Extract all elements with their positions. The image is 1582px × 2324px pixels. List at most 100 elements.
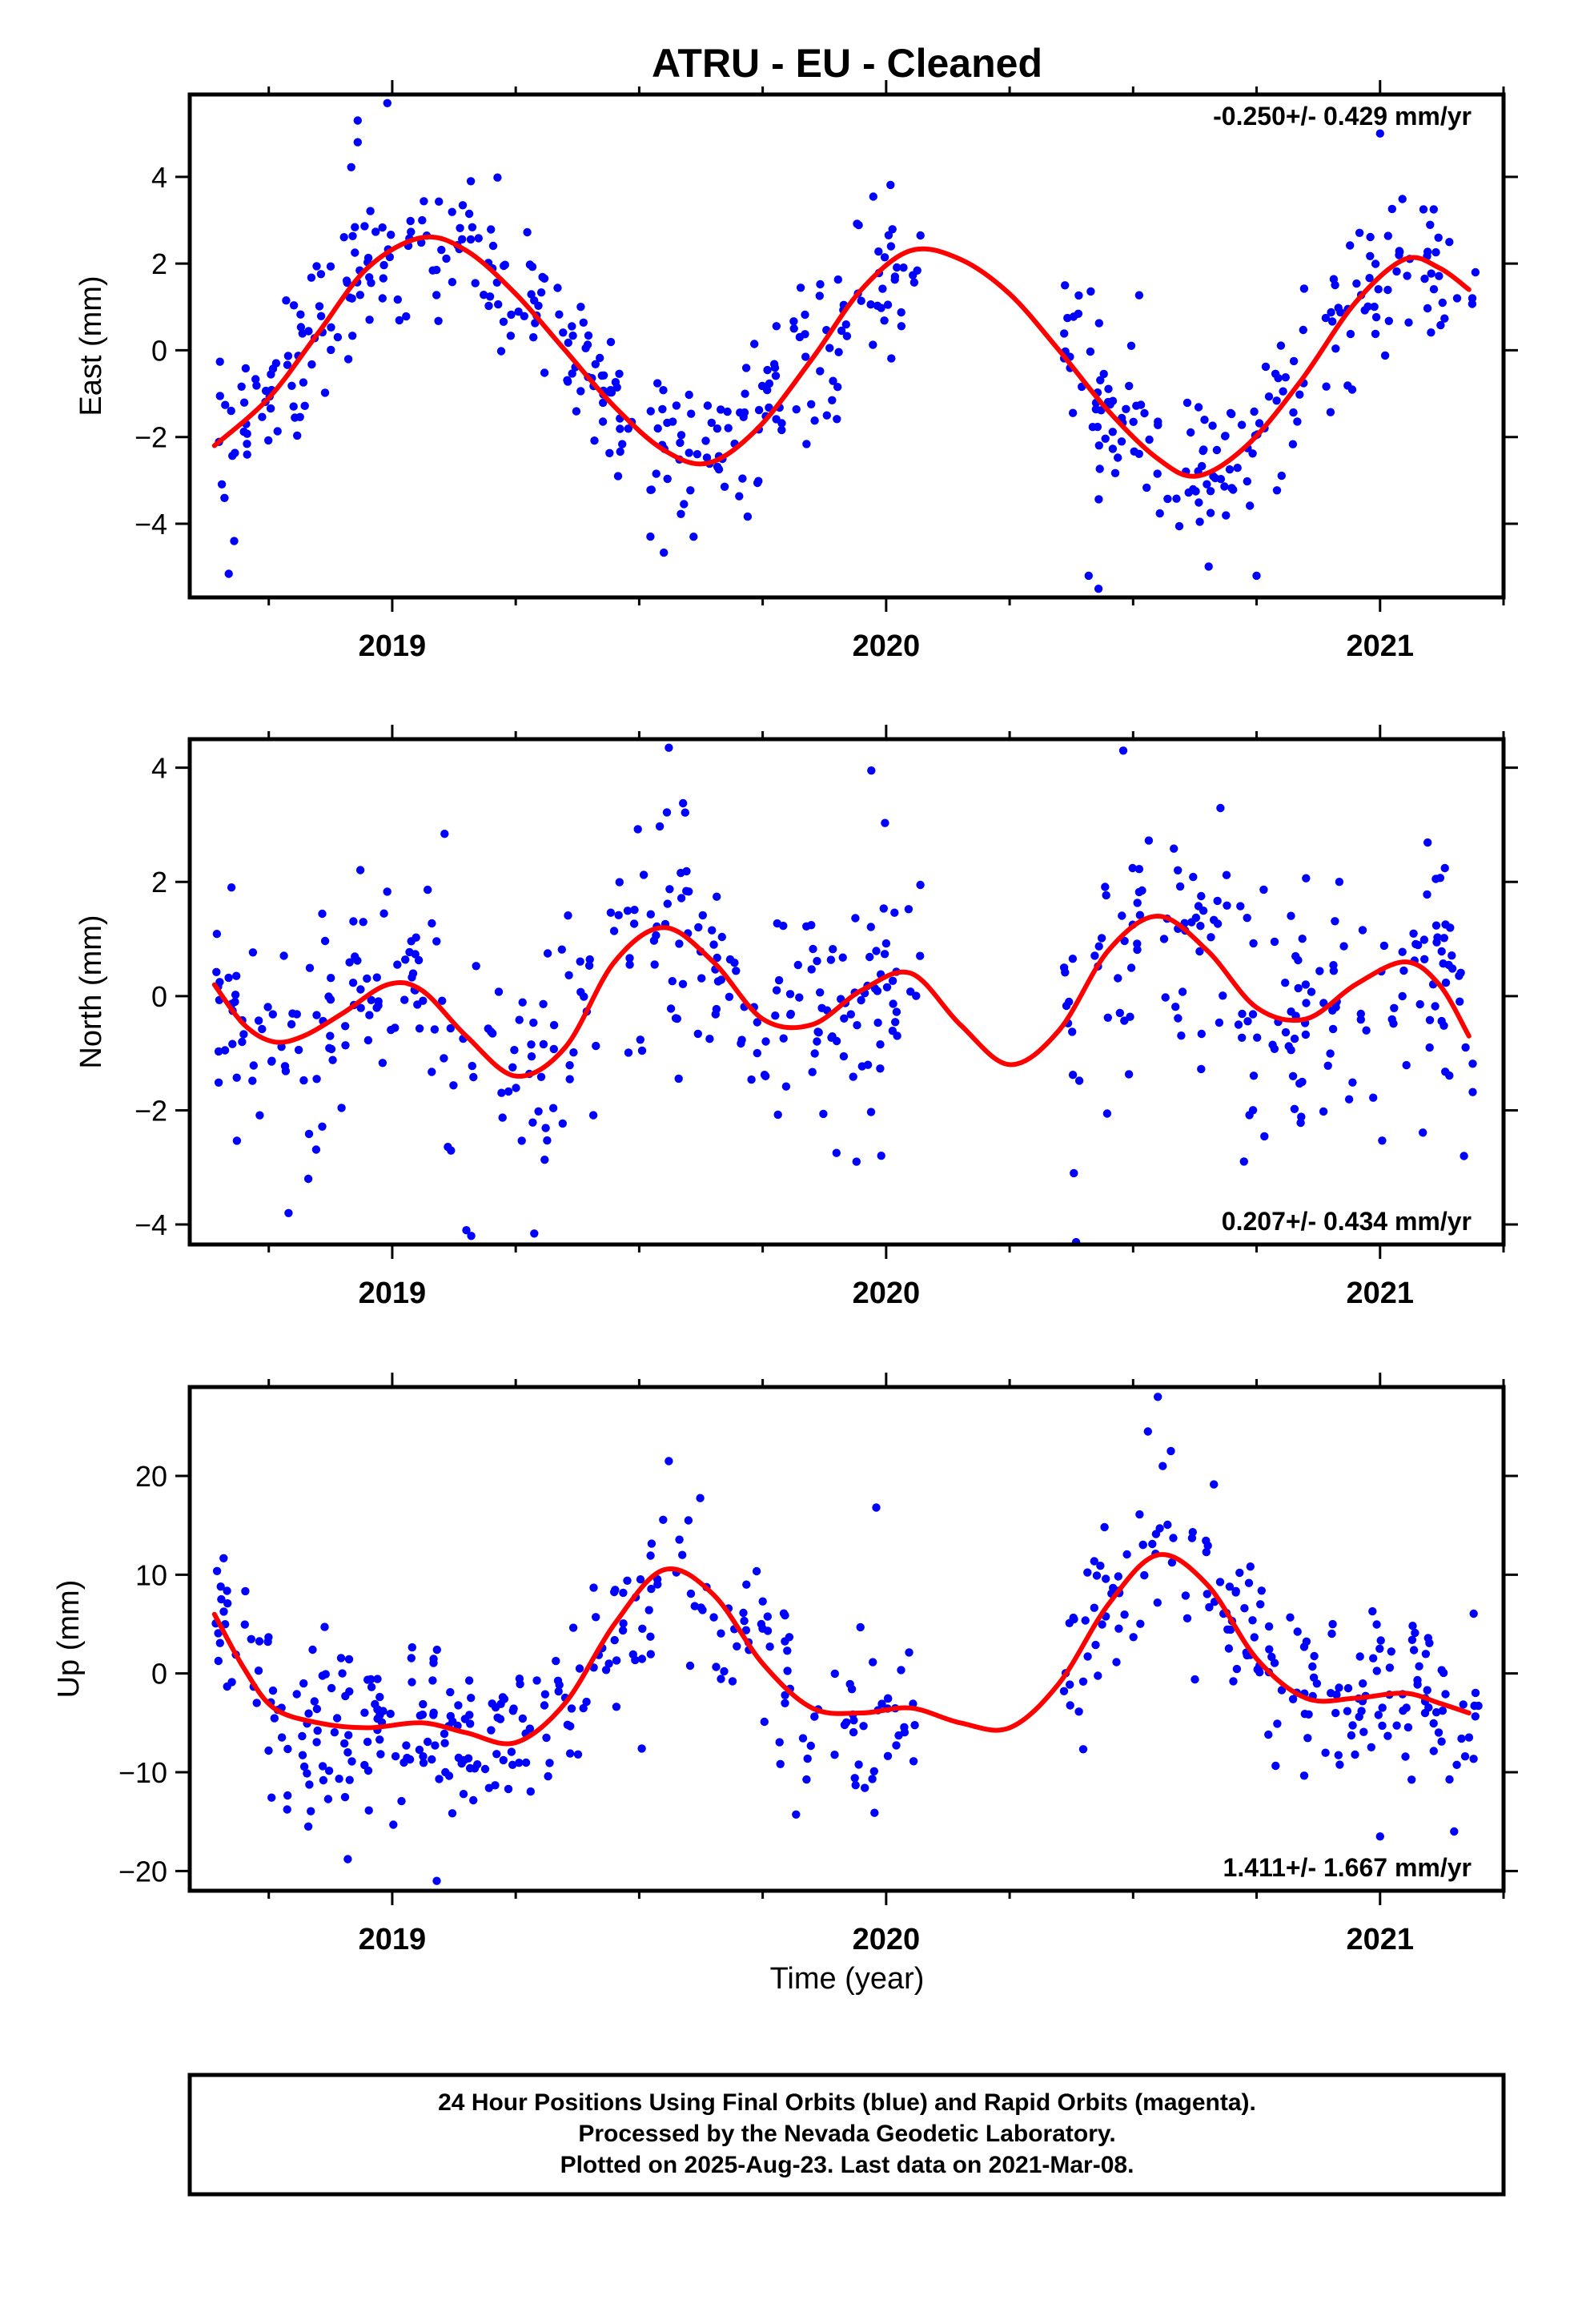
data-point xyxy=(534,1107,543,1116)
data-point xyxy=(536,1072,546,1082)
data-point xyxy=(703,401,713,410)
data-point xyxy=(367,995,375,1005)
data-point xyxy=(1074,1076,1084,1085)
data-point xyxy=(232,971,241,980)
data-point xyxy=(1343,1707,1352,1715)
data-point xyxy=(1074,1707,1083,1716)
chart-title: ATRU - EU - Cleaned xyxy=(652,41,1042,86)
data-point xyxy=(771,372,781,380)
data-point xyxy=(1195,498,1203,507)
data-point xyxy=(1094,942,1103,951)
data-point xyxy=(868,1775,877,1783)
data-point xyxy=(849,1727,858,1737)
data-point xyxy=(765,1642,774,1651)
data-point xyxy=(840,1720,849,1730)
data-point xyxy=(491,1781,500,1790)
data-point xyxy=(646,532,655,541)
data-point xyxy=(886,180,895,190)
data-point xyxy=(1135,1510,1144,1519)
data-point xyxy=(1100,1522,1109,1532)
data-point xyxy=(328,1055,337,1064)
data-point xyxy=(1423,1686,1431,1695)
data-point xyxy=(515,1015,524,1024)
data-point xyxy=(1215,1578,1225,1586)
data-point xyxy=(480,291,488,300)
data-point xyxy=(857,995,865,1005)
data-point xyxy=(1375,129,1385,138)
data-point xyxy=(347,1757,356,1766)
data-point xyxy=(1471,267,1480,277)
data-point xyxy=(1206,487,1215,496)
data-point xyxy=(1204,562,1213,571)
data-point xyxy=(1331,917,1339,926)
data-point xyxy=(1272,396,1281,405)
data-point xyxy=(866,300,875,309)
data-point xyxy=(1129,1633,1138,1642)
data-point xyxy=(1290,1034,1299,1043)
data-point xyxy=(440,1054,448,1063)
data-point xyxy=(444,1143,452,1152)
data-point xyxy=(741,1626,751,1634)
data-point xyxy=(743,512,753,521)
data-point xyxy=(807,400,816,408)
data-point xyxy=(881,818,889,827)
data-point xyxy=(754,405,764,415)
data-point xyxy=(1095,464,1104,473)
data-point xyxy=(1327,308,1335,317)
data-point xyxy=(448,278,457,287)
data-point xyxy=(1133,939,1142,948)
data-point xyxy=(1321,313,1331,323)
data-point xyxy=(1298,1077,1307,1087)
data-point xyxy=(685,448,693,457)
data-point xyxy=(724,424,733,432)
data-point xyxy=(1431,1708,1441,1717)
data-point xyxy=(514,308,523,316)
data-point xyxy=(867,766,876,775)
footer-frame xyxy=(187,2073,1506,2197)
data-point xyxy=(347,163,355,171)
data-point xyxy=(263,1003,272,1011)
data-point xyxy=(776,1759,785,1768)
data-point xyxy=(1411,1628,1419,1638)
data-point xyxy=(504,1087,513,1096)
data-point xyxy=(1374,285,1383,294)
data-point xyxy=(702,453,712,462)
data-point xyxy=(371,1699,379,1709)
data-point xyxy=(493,1713,502,1722)
data-point xyxy=(833,415,841,424)
data-point xyxy=(1437,947,1446,956)
data-point xyxy=(303,1174,313,1184)
data-point xyxy=(1101,883,1110,891)
data-point xyxy=(697,974,706,983)
data-point xyxy=(795,332,805,342)
data-point xyxy=(1399,966,1408,975)
data-point xyxy=(615,369,624,378)
data-point xyxy=(1469,1609,1478,1618)
data-point xyxy=(717,1629,725,1638)
data-point xyxy=(565,1075,574,1084)
data-point xyxy=(345,1775,354,1784)
data-point xyxy=(813,956,821,966)
data-point xyxy=(1372,1620,1381,1629)
data-point xyxy=(1335,1760,1344,1769)
data-point xyxy=(526,1787,535,1796)
data-point xyxy=(579,1703,588,1713)
data-point xyxy=(1420,955,1429,964)
data-point xyxy=(310,1697,319,1706)
data-point xyxy=(1346,329,1355,339)
data-point xyxy=(336,1654,346,1663)
data-point xyxy=(1177,1031,1186,1040)
data-point xyxy=(240,1620,249,1629)
data-point xyxy=(1375,1832,1385,1841)
data-point xyxy=(428,1068,436,1076)
data-point xyxy=(1319,1107,1328,1116)
data-point xyxy=(565,1061,574,1070)
data-point xyxy=(888,1027,897,1035)
data-point xyxy=(612,1703,621,1711)
up-fit-line xyxy=(211,1552,1472,1747)
data-point xyxy=(340,1792,350,1802)
data-point xyxy=(279,951,288,960)
data-point xyxy=(1194,403,1203,412)
data-point xyxy=(220,493,229,502)
data-point xyxy=(1155,1524,1164,1533)
